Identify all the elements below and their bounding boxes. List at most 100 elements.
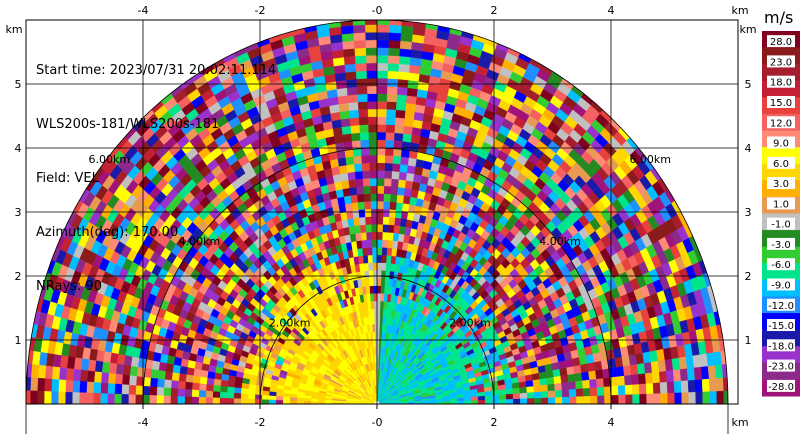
velocity-cell [191,389,200,398]
y-tick-label-left: 1 [15,334,22,347]
colorbar-label: 3.0 [773,179,789,190]
velocity-cell [369,170,378,179]
velocity-cell [399,32,413,43]
velocity-cell [108,362,118,375]
velocity-cell [652,382,661,394]
velocity-cell [587,361,596,372]
velocity-cell [268,399,277,404]
velocity-cell [617,384,626,396]
velocity-cell [341,125,352,135]
velocity-cell [114,383,123,395]
velocity-cell [555,396,563,404]
velocity-cell [376,31,390,41]
velocity-cell [163,387,172,397]
y-tick-label-left: 4 [15,142,22,155]
velocity-cell [385,254,392,264]
velocity-cell [233,398,242,404]
velocity-cell [650,360,660,373]
velocity-cell [376,200,384,210]
velocity-cell [394,124,404,134]
velocity-cell [282,400,291,404]
velocity-cell [79,381,88,394]
velocity-cell [664,358,674,372]
velocity-cell [406,87,418,97]
velocity-cell [554,382,563,391]
velocity-cell [370,208,378,217]
velocity-cell [128,375,137,386]
velocity-cell [65,368,75,381]
x-tick-label-bottom: 2 [491,416,498,429]
velocity-cell [381,231,389,241]
velocity-cell [547,383,556,392]
velocity-cell [341,32,355,43]
velocity-cell [107,393,115,404]
colorbar-label: -1.0 [771,220,791,231]
velocity-cell [364,31,378,41]
velocity-cell [385,262,391,272]
velocity-cell [382,216,390,225]
velocity-cell [241,382,250,390]
velocity-cell [100,393,108,404]
velocity-cell [376,277,382,286]
velocity-cell [630,373,640,385]
x-tick-label-top: 2 [491,4,498,17]
velocity-cell [376,177,385,187]
velocity-cell [170,395,178,404]
velocity-cell [658,370,668,383]
velocity-cell [380,277,386,287]
velocity-cell [492,399,500,404]
velocity-cell [376,208,384,217]
x-tick-label-bottom: 4 [608,416,615,429]
velocity-cell [371,254,378,263]
velocity-cell [477,399,486,404]
velocity-cell [673,380,682,393]
x-unit-label-bottom: km [731,416,748,429]
velocity-cell [359,139,370,149]
velocity-cell [381,239,388,248]
velocity-cell [695,391,704,404]
velocity-cell [341,40,355,50]
velocity-cell [407,157,417,167]
velocity-cell [363,193,371,202]
velocity-cell [206,377,215,386]
velocity-cell [376,308,381,317]
velocity-cell [337,157,347,167]
velocity-cell [370,193,378,202]
velocity-cell [350,132,361,142]
velocity-cell [339,110,350,120]
velocity-cell [348,186,358,196]
velocity-cell [574,372,583,382]
velocity-cell [588,370,597,380]
velocity-cell [554,389,563,398]
velocity-cell [163,379,172,389]
velocity-cell [78,392,87,404]
velocity-cell [400,25,414,35]
velocity-cell [533,391,542,399]
velocity-cell [541,397,549,404]
velocity-cell [338,164,348,175]
velocity-cell [385,116,396,126]
velocity-cell [364,20,378,25]
velocity-cell [79,369,89,383]
velocity-cell [399,40,413,50]
velocity-cell [533,384,542,393]
velocity-cell [384,154,394,164]
velocity-cell [107,372,117,385]
velocity-cell [381,247,388,256]
velocity-cell [362,177,371,187]
velocity-cell [233,387,242,394]
velocity-cell [213,378,222,387]
velocity-cell [376,77,388,87]
velocity-cell [58,367,68,381]
azimuth-text: Azimuth(deg): 170.00 [36,225,179,240]
velocity-cell [366,247,373,256]
velocity-cell [387,70,399,80]
velocity-cell [365,47,378,56]
colorbar-label: -6.0 [771,260,791,271]
velocity-cell [359,224,367,234]
velocity-cell [384,270,391,279]
velocity-cell [343,55,356,65]
velocity-cell [212,397,220,404]
velocity-cell [128,394,136,404]
